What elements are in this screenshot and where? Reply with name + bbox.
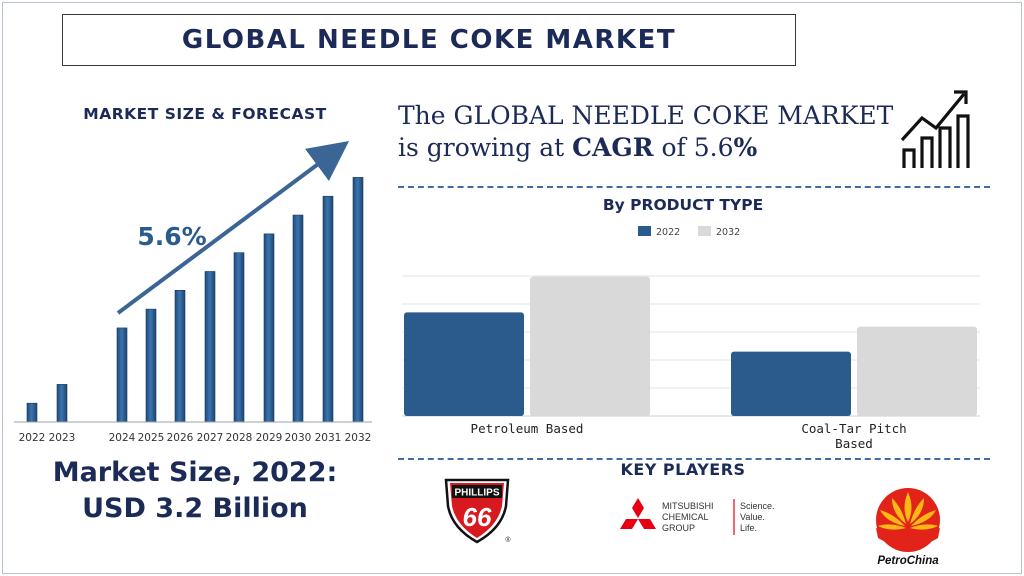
forecast-tick-label-2026: 2026 [167,432,194,444]
page-title: GLOBAL NEEDLE COKE MARKET [181,25,677,55]
forecast-bar-2032 [352,177,364,423]
forecast-tick-label-2023: 2023 [49,432,76,444]
statement-mid: of 5.6 [653,133,734,162]
cagr-annotation: 5.6% [137,222,206,251]
product-bar-petroleum-based-2032 [530,276,650,416]
forecast-bar-2028 [233,252,245,423]
statement-line-1: The GLOBAL NEEDLE COKE MARKET [398,101,894,130]
forecast-tick-label-2032: 2032 [345,432,372,444]
phillips-66-logo: PHILLIPS 66 ® [444,478,511,544]
product-type-chart: 2022 2032 Petroleum Based Coal-Tar Pitch Ba… [402,226,980,451]
forecast-tick-label-2030: 2030 [285,432,312,444]
market-size-summary: Market Size, 2022: USD 3.2 Billion [20,455,370,527]
svg-text:Science.: Science. [740,501,775,511]
growth-chart-icon [900,90,970,168]
svg-text:Life.: Life. [740,523,757,533]
product-type-heading: By PRODUCT TYPE [602,196,764,214]
forecast-bar-2024 [116,327,128,423]
forecast-bar-2026 [174,289,186,423]
forecast-tick-label-2027: 2027 [197,432,224,444]
forecast-bar-2030 [292,214,304,423]
svg-text:66: 66 [463,502,492,532]
svg-text:®: ® [505,536,511,544]
statement-percent: % [733,133,758,162]
svg-text:PetroChina: PetroChina [877,555,939,567]
svg-text:PHILLIPS: PHILLIPS [454,488,499,499]
forecast-bar-2029 [263,233,275,423]
forecast-tick-label-2025: 2025 [138,432,165,444]
forecast-bar-2031 [322,195,334,423]
product-category-label: Coal-Tar Pitch Based [801,421,906,451]
statement-line-2: is growing at CAGR of 5.6% [398,132,898,164]
product-bar-petroleum-based-2022 [404,312,524,416]
legend-label-2022: 2022 [656,227,680,238]
divider-top [398,186,990,188]
svg-text:MITSUBISHI: MITSUBISHI [662,501,714,511]
market-size-line-2: USD 3.2 Billion [82,493,308,524]
product-bar-coal-tar-pitch-based-2032 [857,326,977,416]
market-size-line-1: Market Size, 2022: [52,457,338,488]
legend-swatch-2022 [638,226,651,236]
svg-text:GROUP: GROUP [662,523,695,533]
statement-prefix: is growing at [398,133,573,162]
product-bar-coal-tar-pitch-based-2022 [731,351,851,416]
cagr-statement: The GLOBAL NEEDLE COKE MARKET is growing… [398,100,898,164]
legend-label-2032: 2032 [716,227,740,238]
mitsubishi-chemical-logo: MITSUBISHI CHEMICAL GROUP Science. Value… [620,498,775,535]
product-category-label: Petroleum Based [471,421,584,436]
growth-arrow [116,141,350,315]
forecast-bar-2025 [145,308,157,423]
svg-text:CHEMICAL: CHEMICAL [662,512,709,522]
legend-swatch-2032 [698,226,711,236]
statement-cagr-word: CAGR [572,133,654,162]
forecast-tick-label-2028: 2028 [226,432,253,444]
forecast-tick-label-2031: 2031 [315,432,342,444]
forecast-tick-label-2024: 2024 [109,432,136,444]
forecast-heading: MARKET SIZE & FORECAST [83,105,327,123]
forecast-tick-label-2022: 2022 [19,432,46,444]
forecast-bar-2022 [26,402,38,423]
forecast-tick-label-2029: 2029 [256,432,283,444]
divider-bottom [398,458,990,460]
forecast-chart: 5.6% 2022 2023 2024 2025 2026 2027 2028 2029 203… [14,141,372,444]
forecast-bar-2027 [204,271,216,423]
key-players-heading: KEY PLAYERS [620,460,746,479]
title-banner: GLOBAL NEEDLE COKE MARKET [62,14,796,66]
petrochina-logo: PetroChina [876,488,940,567]
svg-text:Value.: Value. [740,512,765,522]
forecast-bar-2023 [56,384,68,423]
